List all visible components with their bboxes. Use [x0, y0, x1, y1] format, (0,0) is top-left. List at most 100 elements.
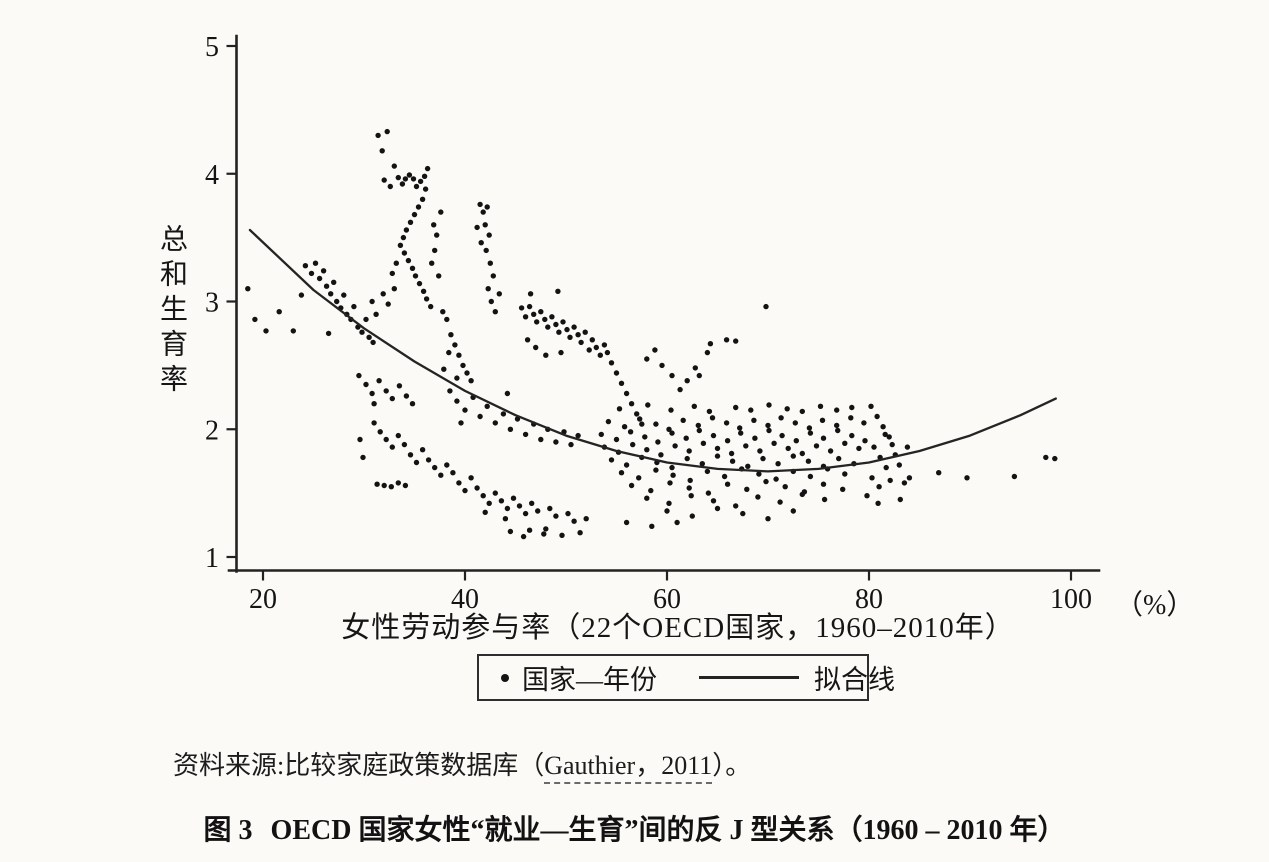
data-point	[541, 531, 547, 537]
data-point	[484, 204, 490, 210]
data-point	[740, 510, 746, 517]
data-point	[704, 349, 711, 356]
data-point	[668, 407, 674, 413]
data-point	[488, 298, 494, 305]
data-point	[290, 328, 296, 334]
data-point	[357, 436, 363, 443]
data-point	[402, 482, 409, 489]
data-point	[413, 183, 420, 190]
caption-number: 图 3	[203, 815, 253, 846]
data-point	[391, 286, 397, 292]
data-point	[782, 484, 788, 490]
data-point	[618, 470, 625, 476]
x-tick-label: 20	[249, 584, 277, 615]
data-point	[482, 222, 488, 228]
data-point	[745, 463, 751, 469]
data-point	[507, 426, 514, 432]
data-point	[680, 417, 686, 423]
data-point	[510, 495, 517, 501]
data-point	[901, 480, 908, 486]
data-point	[399, 181, 406, 187]
data-point	[876, 484, 882, 490]
data-point	[834, 407, 840, 413]
data-point	[582, 329, 588, 335]
data-point	[875, 500, 881, 506]
data-point	[778, 415, 784, 421]
data-point	[498, 498, 505, 504]
data-point	[648, 487, 654, 494]
data-point	[312, 260, 319, 266]
data-point	[790, 453, 796, 459]
data-point	[308, 270, 315, 277]
data-point	[737, 425, 743, 431]
data-point	[799, 450, 805, 457]
data-point	[672, 443, 678, 449]
data-point	[359, 329, 365, 335]
data-point	[341, 292, 347, 298]
data-point	[456, 480, 462, 486]
data-point	[807, 473, 814, 480]
data-point	[556, 329, 562, 335]
data-point	[1011, 473, 1018, 480]
data-point	[543, 526, 549, 532]
data-point	[553, 321, 559, 328]
data-point	[763, 303, 769, 310]
data-point	[502, 516, 509, 522]
data-point	[396, 383, 403, 389]
data-point	[699, 461, 705, 467]
data-point	[790, 508, 796, 514]
data-point	[440, 309, 446, 315]
data-point	[658, 452, 664, 458]
data-point	[869, 475, 875, 481]
data-point	[387, 183, 393, 190]
data-point	[849, 404, 855, 411]
data-point	[447, 388, 453, 394]
data-point	[487, 260, 493, 266]
data-point	[371, 401, 377, 407]
data-point	[669, 464, 675, 471]
data-point	[409, 265, 416, 271]
data-point	[874, 413, 880, 420]
data-point	[777, 499, 783, 505]
fitted-line	[248, 228, 1057, 473]
data-point	[862, 438, 868, 444]
data-point	[415, 204, 422, 210]
data-point	[616, 406, 623, 412]
data-point	[571, 324, 577, 330]
data-point	[420, 288, 427, 294]
data-point	[323, 283, 330, 289]
data-point	[835, 427, 841, 434]
data-point	[733, 338, 739, 344]
data-point	[555, 288, 561, 294]
data-point	[527, 291, 534, 297]
data-point	[848, 415, 854, 421]
data-point	[751, 417, 757, 423]
data-point	[636, 475, 642, 481]
data-point	[627, 429, 634, 435]
data-point	[356, 372, 362, 379]
data-point	[371, 420, 377, 426]
data-point	[403, 393, 410, 399]
data-point	[553, 439, 559, 445]
data-point	[856, 445, 862, 452]
data-point	[821, 496, 828, 503]
data-point	[674, 519, 680, 526]
data-point	[384, 128, 390, 135]
data-point	[578, 339, 584, 346]
data-point	[460, 362, 466, 369]
data-point	[538, 309, 544, 315]
data-point	[793, 438, 799, 444]
data-point	[363, 381, 369, 388]
data-point	[522, 431, 529, 438]
data-point	[669, 430, 675, 436]
data-point	[529, 500, 535, 506]
data-point	[363, 316, 369, 323]
data-point	[533, 344, 539, 351]
data-point	[547, 505, 553, 512]
data-point	[325, 330, 332, 337]
data-point	[436, 273, 442, 279]
data-point	[743, 443, 749, 449]
data-point	[379, 148, 385, 154]
data-point	[407, 452, 414, 458]
data-point	[598, 431, 604, 438]
